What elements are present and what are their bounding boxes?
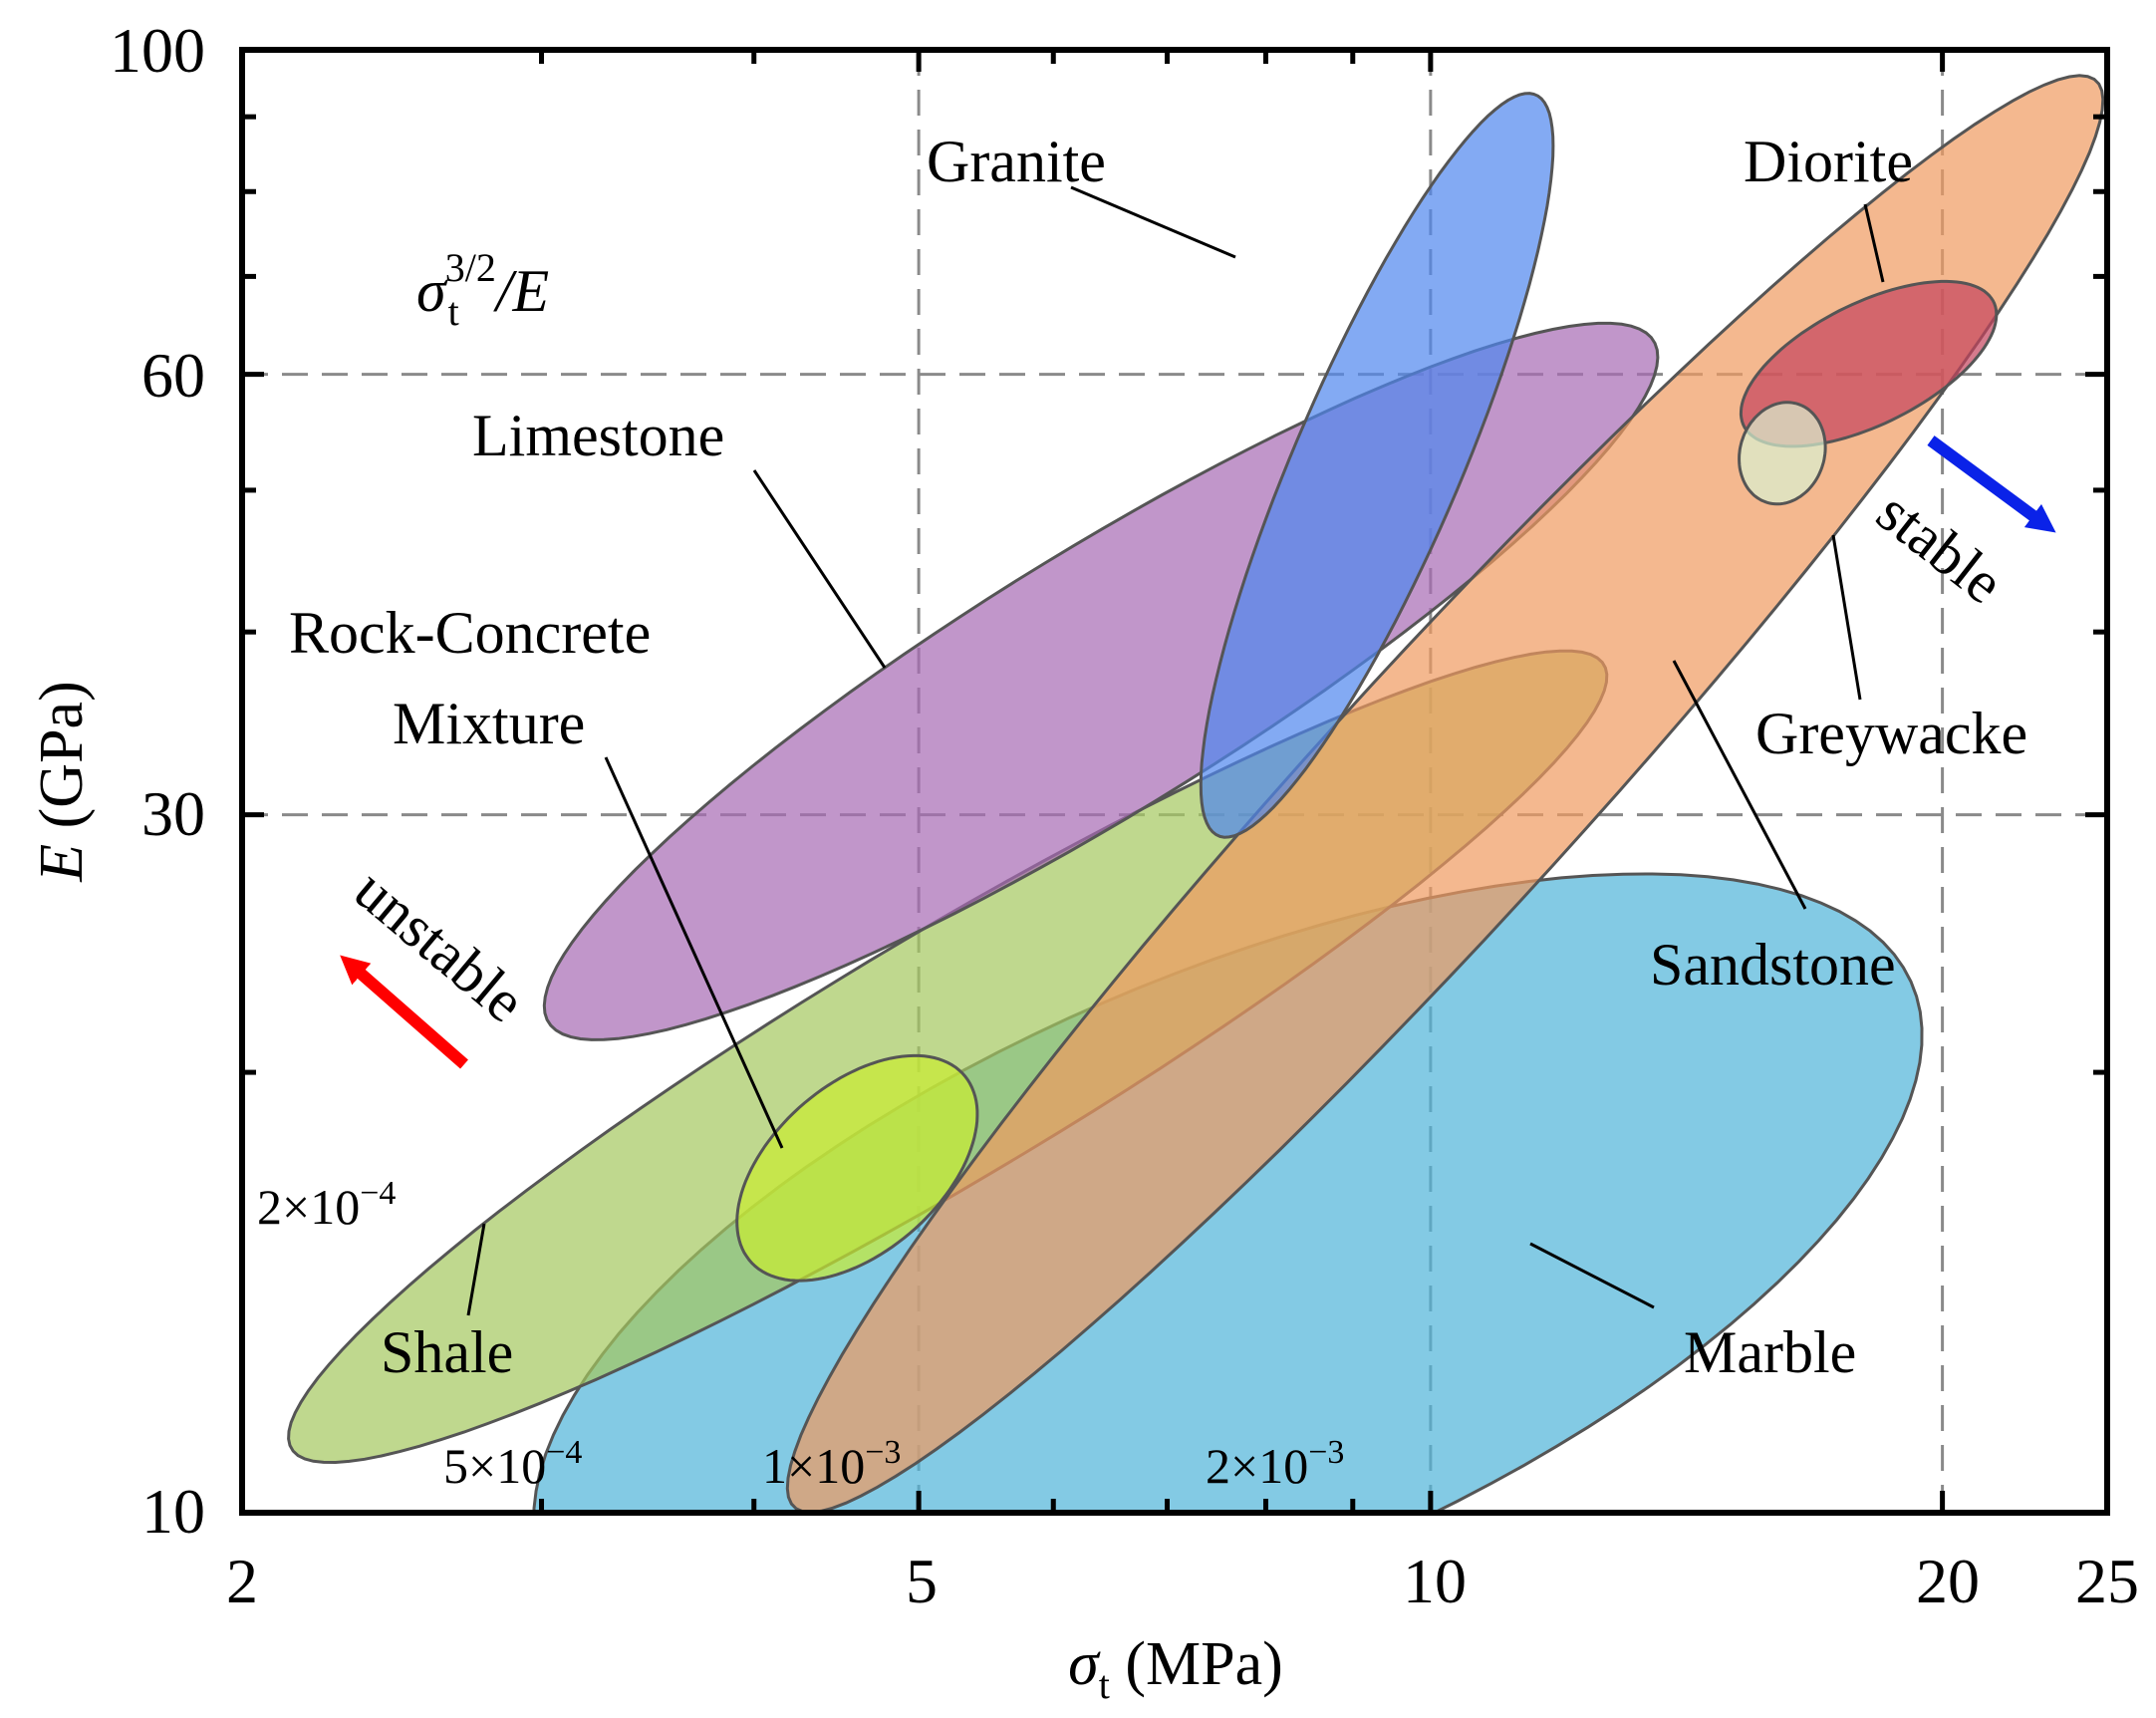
leader-greywacke <box>1831 534 1862 701</box>
label-diorite: Diorite <box>1744 129 1913 194</box>
x-tick-5: 5 <box>906 1546 938 1616</box>
leader-limestone <box>752 469 887 669</box>
label-granite: Granite <box>927 129 1106 194</box>
unstable-text: unstable <box>343 856 538 1034</box>
y-tick-100: 100 <box>110 15 205 86</box>
x-tick-25: 25 <box>2075 1546 2139 1616</box>
region-rock-concrete-mixture <box>735 1053 979 1283</box>
leader-lines <box>466 185 1885 1316</box>
leader-marble <box>1529 1242 1655 1309</box>
rock-regions <box>287 74 2105 1513</box>
index-label-2e-3: 2×10−3 <box>1206 1434 1344 1494</box>
label-greywacke: Greywacke <box>1755 701 2027 766</box>
leader-granite <box>1070 185 1236 259</box>
label-mixture-line2: Mixture <box>393 691 585 756</box>
label-limestone: Limestone <box>472 403 724 468</box>
y-tick-labels: 100 60 30 10 <box>110 15 205 1547</box>
unstable-annotation: unstable <box>340 856 538 1069</box>
x-tick-20: 20 <box>1916 1546 1980 1616</box>
y-tick-10: 10 <box>141 1476 205 1547</box>
leader-mixture <box>604 756 784 1149</box>
index-label-1e-3: 1×10−3 <box>762 1434 901 1494</box>
plot-frame <box>239 47 2110 1516</box>
stable-arrow <box>1927 435 2056 533</box>
y-tick-30: 30 <box>141 778 205 849</box>
stable-annotation: stable <box>1865 435 2056 616</box>
region-granite <box>1199 92 1555 839</box>
axis-ticks <box>242 50 2107 1513</box>
x-tick-10: 10 <box>1403 1546 1467 1616</box>
y-tick-60: 60 <box>141 340 205 411</box>
label-mixture-line1: Rock-Concrete <box>289 600 651 666</box>
unstable-arrow <box>340 955 468 1069</box>
index-label-2e-4: 2×10−4 <box>257 1175 396 1235</box>
y-axis-title: E (GPa) <box>28 681 96 882</box>
x-tick-labels: 2 5 10 20 25 <box>226 1546 2139 1616</box>
leader-shale <box>466 1223 486 1316</box>
region-greywacke <box>1738 401 1827 506</box>
leader-diorite <box>1863 203 1885 283</box>
label-marble: Marble <box>1684 1319 1856 1385</box>
label-shale: Shale <box>381 1319 513 1385</box>
x-tick-2: 2 <box>226 1546 258 1616</box>
index-label-5e-4: 5×10−4 <box>443 1434 582 1494</box>
stable-text: stable <box>1865 478 2016 616</box>
x-axis-title: σt (MPa) <box>1068 1630 1283 1707</box>
label-sandstone: Sandstone <box>1650 932 1896 998</box>
leader-sandstone <box>1672 660 1807 910</box>
index-formula: σt3/2/E <box>416 245 549 334</box>
